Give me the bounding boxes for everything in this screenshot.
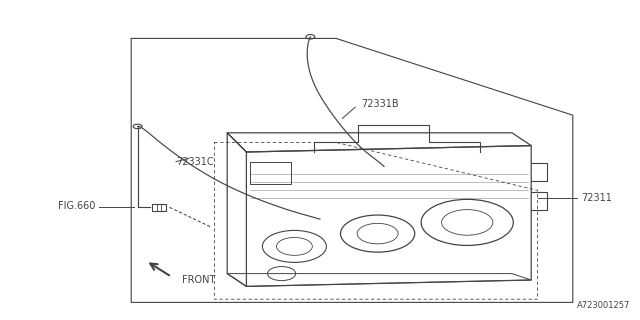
Text: A723001257: A723001257 [577, 301, 630, 310]
Bar [152, 204, 166, 211]
Text: 72311: 72311 [581, 193, 612, 204]
Text: FRONT: FRONT [182, 275, 216, 285]
Text: FIG.660: FIG.660 [58, 201, 95, 212]
Text: 72331B: 72331B [362, 99, 399, 109]
Text: 72331C: 72331C [176, 156, 214, 167]
